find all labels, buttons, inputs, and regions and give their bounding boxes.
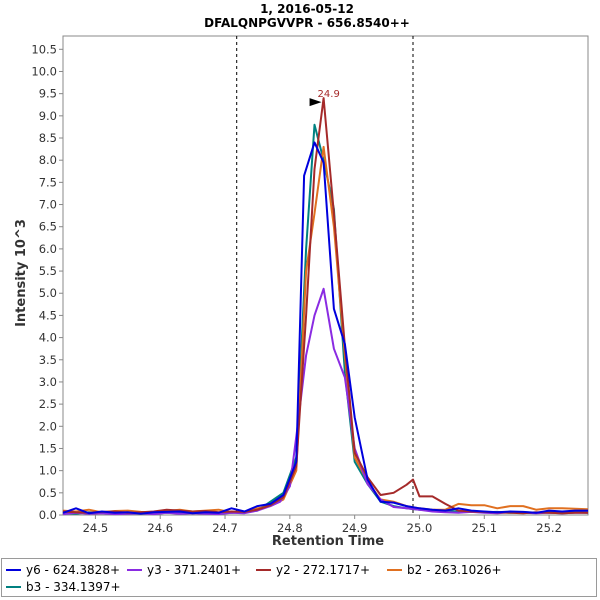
series-line-y6 xyxy=(62,141,588,515)
legend-label: b2 - 263.1026+ xyxy=(407,563,502,577)
y-tick-label: 4.5 xyxy=(39,308,57,322)
chart-legend: y6 - 624.3828+ y3 - 371.2401+ y2 - 272.171… xyxy=(1,558,597,597)
peak-label: 24.9 xyxy=(318,89,340,100)
peak-marker-icon xyxy=(309,98,322,107)
y-axis-label: Intensity 10^3 xyxy=(14,219,29,327)
legend-label: y6 - 624.3828+ xyxy=(26,563,121,577)
y-tick-label: 8.5 xyxy=(39,131,57,145)
x-tick-label: 24.7 xyxy=(212,521,238,535)
y-tick-label: 0.0 xyxy=(39,508,57,522)
y-tick-label: 4.0 xyxy=(39,331,57,345)
x-tick-label: 25.2 xyxy=(536,521,562,535)
x-tick-label: 24.5 xyxy=(83,521,109,535)
x-axis-ticks: 24.5 24.6 24.7 24.8 24.9 25.0 25.1 25.2 xyxy=(83,515,562,535)
legend-label: b3 - 334.1397+ xyxy=(26,580,121,594)
chart-subtitle: DFALQNPGVVPR - 656.8540++ xyxy=(204,16,410,30)
legend-swatch xyxy=(256,569,271,571)
legend-item-y2: y2 - 272.1717+ xyxy=(256,562,370,578)
legend-item-y3: y3 - 371.2401+ xyxy=(127,562,241,578)
integration-bounds xyxy=(236,36,414,515)
y-tick-label: 1.5 xyxy=(39,441,57,455)
y-tick-label: 10.0 xyxy=(31,64,57,78)
legend-swatch xyxy=(127,569,142,571)
y-axis-ticks: 0.0 0.5 1.0 1.5 2.0 2.5 3.0 3.5 4.0 4.5 5.0 5.5 6.0 6… xyxy=(31,42,63,522)
y-tick-label: 8.0 xyxy=(39,153,57,167)
x-tick-label: 24.6 xyxy=(147,521,173,535)
legend-item-y6: y6 - 624.3828+ xyxy=(6,562,120,578)
y-tick-label: 0.5 xyxy=(39,486,57,500)
x-tick-label: 24.9 xyxy=(342,521,368,535)
y-tick-label: 6.0 xyxy=(39,242,57,256)
x-axis-label: Retention Time xyxy=(272,534,384,549)
y-tick-label: 9.0 xyxy=(39,109,57,123)
legend-swatch xyxy=(387,569,402,571)
legend-item-b3: b3 - 334.1397+ xyxy=(6,579,121,595)
legend-label: y3 - 371.2401+ xyxy=(147,563,242,577)
legend-label: y2 - 272.1717+ xyxy=(276,563,371,577)
y-tick-label: 5.0 xyxy=(39,286,57,300)
x-tick-label: 24.8 xyxy=(277,521,303,535)
y-tick-label: 3.5 xyxy=(39,353,57,367)
y-tick-label: 5.5 xyxy=(39,264,57,278)
x-tick-label: 25.1 xyxy=(471,521,497,535)
y-tick-label: 2.5 xyxy=(39,397,57,411)
y-tick-label: 3.0 xyxy=(39,375,57,389)
y-tick-label: 9.5 xyxy=(39,87,57,101)
legend-item-b2: b2 - 263.1026+ xyxy=(387,562,502,578)
legend-swatch xyxy=(6,569,21,571)
legend-swatch xyxy=(6,586,21,588)
y-tick-label: 6.5 xyxy=(39,220,57,234)
y-tick-label: 7.0 xyxy=(39,198,57,212)
peak-annotation: 24.9 xyxy=(309,89,340,107)
plot-area xyxy=(62,35,589,516)
y-tick-label: 7.5 xyxy=(39,175,57,189)
y-tick-label: 1.0 xyxy=(39,464,57,478)
y-tick-label: 10.5 xyxy=(31,42,57,56)
chart-title: 1, 2016-05-12 xyxy=(260,2,354,16)
y-tick-label: 2.0 xyxy=(39,419,57,433)
chromatogram-chart: 1, 2016-05-12 DFALQNPGVVPR - 656.8540++ … xyxy=(14,2,589,549)
x-tick-label: 25.0 xyxy=(407,521,433,535)
series-lines xyxy=(62,97,589,516)
